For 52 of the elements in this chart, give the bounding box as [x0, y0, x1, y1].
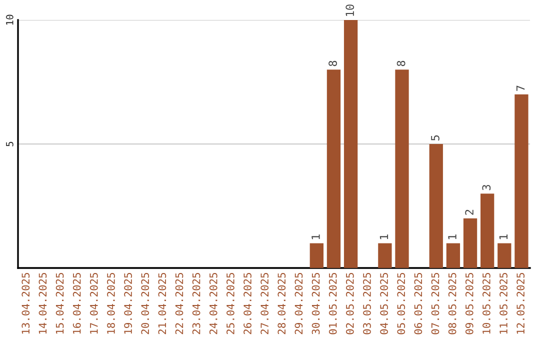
bar: [446, 243, 460, 268]
x-tick-label: 28.04.2025: [278, 273, 286, 334]
x-tick-label: 06.05.2025: [414, 273, 422, 334]
data-label: 8: [396, 60, 406, 66]
bar: [326, 70, 341, 268]
x-tick-label: 11.05.2025: [500, 273, 508, 334]
data-label: 7: [516, 86, 525, 91]
x-tick-label: 24.04.2025: [209, 273, 218, 334]
x-tick-label: 29.04.2025: [294, 273, 303, 334]
bar: [463, 218, 478, 268]
bar: [395, 70, 409, 268]
x-tick-label: 02.05.2025: [346, 273, 354, 334]
x-tick-label: 10.05.2025: [482, 273, 490, 334]
x-tick-label: 19.04.2025: [124, 273, 132, 334]
x-tick-label: 09.05.2025: [465, 273, 474, 334]
data-label: 1: [499, 234, 508, 240]
x-tick-label: 14.04.2025: [38, 273, 47, 334]
x-tick-label: 25.04.2025: [226, 273, 234, 334]
x-tick-label: 23.04.2025: [192, 273, 200, 334]
data-label: 5: [431, 135, 440, 140]
data-label: 10: [346, 4, 354, 16]
x-tick-label: 21.04.2025: [158, 273, 166, 334]
x-tick-label: 27.04.2025: [260, 273, 269, 334]
bar: [344, 20, 358, 268]
x-tick-label: 15.04.2025: [56, 273, 64, 334]
x-tick-label: 04.05.2025: [380, 273, 388, 334]
data-label: 1: [312, 234, 320, 240]
data-label: 2: [465, 210, 474, 215]
data-label: 1: [380, 234, 388, 240]
x-tick-label: 18.04.2025: [107, 273, 115, 334]
data-label: 1: [448, 234, 456, 240]
bar: [498, 243, 512, 268]
x-tick-label: 26.04.2025: [244, 273, 252, 334]
bar: [378, 243, 392, 268]
x-tick-label: 17.04.2025: [90, 273, 98, 334]
x-tick-label: 16.04.2025: [72, 273, 81, 334]
x-tick-label: 22.04.2025: [175, 273, 184, 334]
bar: [514, 94, 528, 268]
data-label: 3: [482, 184, 491, 190]
bar: [429, 144, 443, 268]
x-tick-label: 12.05.2025: [516, 273, 525, 334]
x-tick-label: 03.05.2025: [363, 273, 371, 334]
bar: [310, 243, 324, 268]
x-tick-label: 13.04.2025: [22, 273, 30, 334]
x-tick-label: 05.05.2025: [397, 273, 406, 334]
x-tick-label: 30.04.2025: [312, 273, 320, 334]
x-tick-label: 08.05.2025: [448, 273, 456, 334]
data-label: 8: [328, 60, 337, 66]
x-tick-label: 20.04.2025: [141, 273, 150, 334]
x-tick-label: 01.05.2025: [328, 273, 337, 334]
x-tick-label: 07.05.2025: [431, 273, 440, 334]
bar: [480, 194, 494, 268]
